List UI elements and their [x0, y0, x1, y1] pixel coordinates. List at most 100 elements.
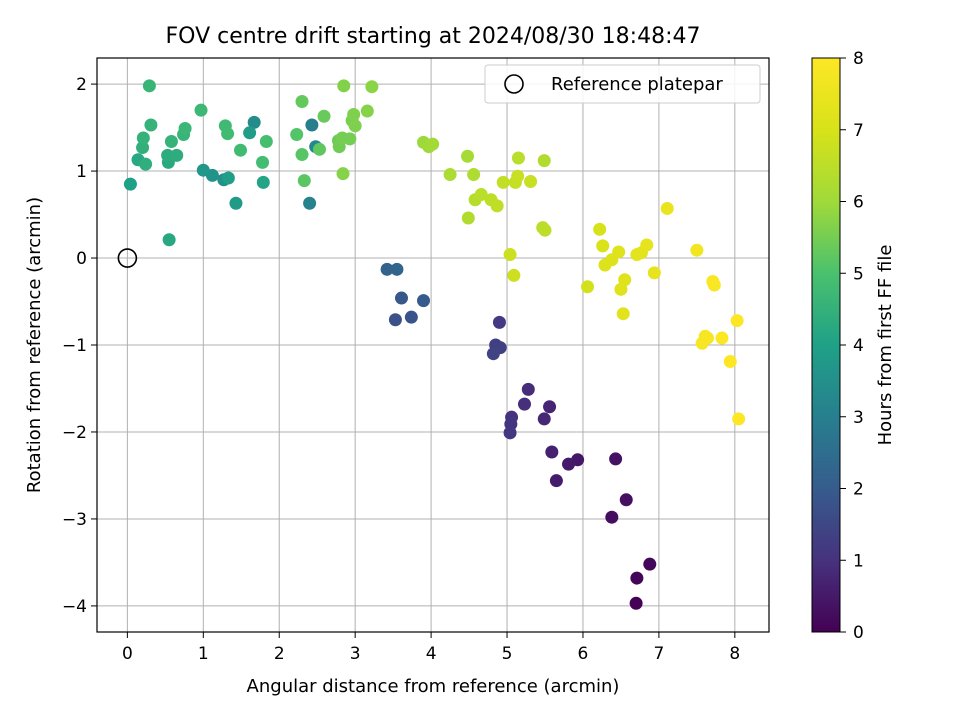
data-point	[630, 571, 644, 585]
data-point	[295, 94, 309, 108]
colorbar-ticks: 0 1 2 3 4 5 6 7 8	[840, 49, 864, 643]
data-point	[545, 445, 559, 459]
x-tick-label: 0	[122, 644, 133, 664]
data-point	[259, 134, 273, 148]
colorbar-tick-label: 4	[853, 336, 864, 356]
data-point	[347, 108, 361, 122]
data-point	[142, 79, 156, 93]
data-point	[612, 245, 626, 259]
y-tick-label: −2	[62, 423, 87, 443]
data-point	[461, 149, 475, 163]
data-point	[234, 143, 248, 157]
data-point	[170, 148, 184, 162]
data-point	[474, 188, 488, 202]
data-point	[256, 175, 270, 189]
x-tick-label: 7	[653, 644, 664, 664]
data-point	[538, 223, 552, 237]
y-tick-label: −1	[62, 336, 87, 356]
data-point	[305, 118, 319, 132]
data-point	[178, 121, 192, 135]
data-point	[490, 199, 504, 213]
data-point	[290, 128, 304, 142]
data-point	[297, 174, 311, 188]
colorbar-gradient	[811, 57, 841, 633]
data-point	[336, 167, 350, 181]
data-point	[503, 426, 517, 440]
colorbar-tick-label: 8	[853, 49, 864, 69]
data-point	[521, 382, 535, 396]
colorbar-tick-label: 5	[853, 264, 864, 284]
data-point	[426, 137, 440, 151]
colorbar-tick-label: 6	[853, 193, 864, 213]
y-tick-label: 1	[76, 162, 87, 182]
data-point	[732, 412, 746, 426]
data-point	[562, 457, 576, 471]
data-point	[443, 168, 457, 182]
x-tick-label: 1	[198, 644, 209, 664]
data-point	[343, 132, 357, 146]
colorbar-tick-label: 3	[853, 408, 864, 428]
data-point	[707, 278, 721, 292]
y-tick-label: −4	[62, 597, 87, 617]
data-point	[164, 134, 178, 148]
data-point	[221, 127, 235, 141]
x-tick-label: 3	[350, 644, 361, 664]
data-point	[640, 238, 654, 252]
y-axis-ticks: −4 −3 −2 −1 0 1 2	[62, 75, 97, 617]
data-point	[524, 174, 538, 188]
x-tick-label: 6	[578, 644, 589, 664]
data-point	[503, 248, 517, 262]
data-point	[609, 452, 623, 466]
data-point	[690, 243, 704, 257]
data-point	[380, 262, 394, 276]
data-point	[123, 177, 137, 191]
y-tick-label: 2	[76, 75, 87, 95]
data-point	[317, 109, 331, 123]
data-point	[136, 141, 150, 155]
data-point	[312, 142, 326, 156]
x-axis-label: Angular distance from reference (arcmin)	[247, 676, 620, 697]
data-point	[196, 163, 210, 177]
data-point	[660, 201, 674, 215]
data-point	[243, 126, 257, 140]
data-points	[123, 79, 746, 610]
data-point	[144, 118, 158, 132]
data-point	[388, 313, 402, 327]
legend-box	[484, 64, 761, 104]
legend-marker	[504, 74, 524, 94]
data-point	[337, 79, 351, 93]
x-tick-label: 2	[274, 644, 285, 664]
data-point	[543, 400, 557, 414]
grid-lines	[97, 58, 769, 632]
data-point	[581, 280, 595, 294]
data-point	[390, 262, 404, 276]
data-point	[517, 397, 531, 411]
data-point	[593, 222, 607, 236]
colorbar: 0 1 2 3 4 5 6 7 8 Hours from first FF file	[811, 49, 896, 643]
data-point	[643, 557, 657, 571]
data-point	[139, 157, 153, 171]
data-point	[723, 355, 737, 369]
data-point	[303, 196, 317, 210]
data-point	[507, 268, 521, 282]
data-point	[629, 596, 643, 610]
data-point	[647, 266, 661, 280]
colorbar-tick-label: 0	[853, 623, 864, 643]
x-axis-ticks: 0 1 2 3 4 5 6 7 8	[122, 632, 740, 664]
data-point	[596, 239, 610, 253]
data-point	[537, 412, 551, 426]
data-point	[486, 347, 500, 361]
data-point	[365, 80, 379, 94]
y-tick-label: 0	[76, 249, 87, 269]
data-point	[467, 168, 481, 182]
colorbar-tick-label: 2	[853, 480, 864, 500]
data-point	[162, 233, 176, 247]
data-point	[229, 196, 243, 210]
data-point	[496, 175, 510, 189]
data-point	[161, 148, 175, 162]
x-tick-label: 5	[502, 644, 513, 664]
data-point	[511, 169, 525, 183]
data-point	[715, 331, 729, 345]
data-point	[461, 211, 475, 225]
